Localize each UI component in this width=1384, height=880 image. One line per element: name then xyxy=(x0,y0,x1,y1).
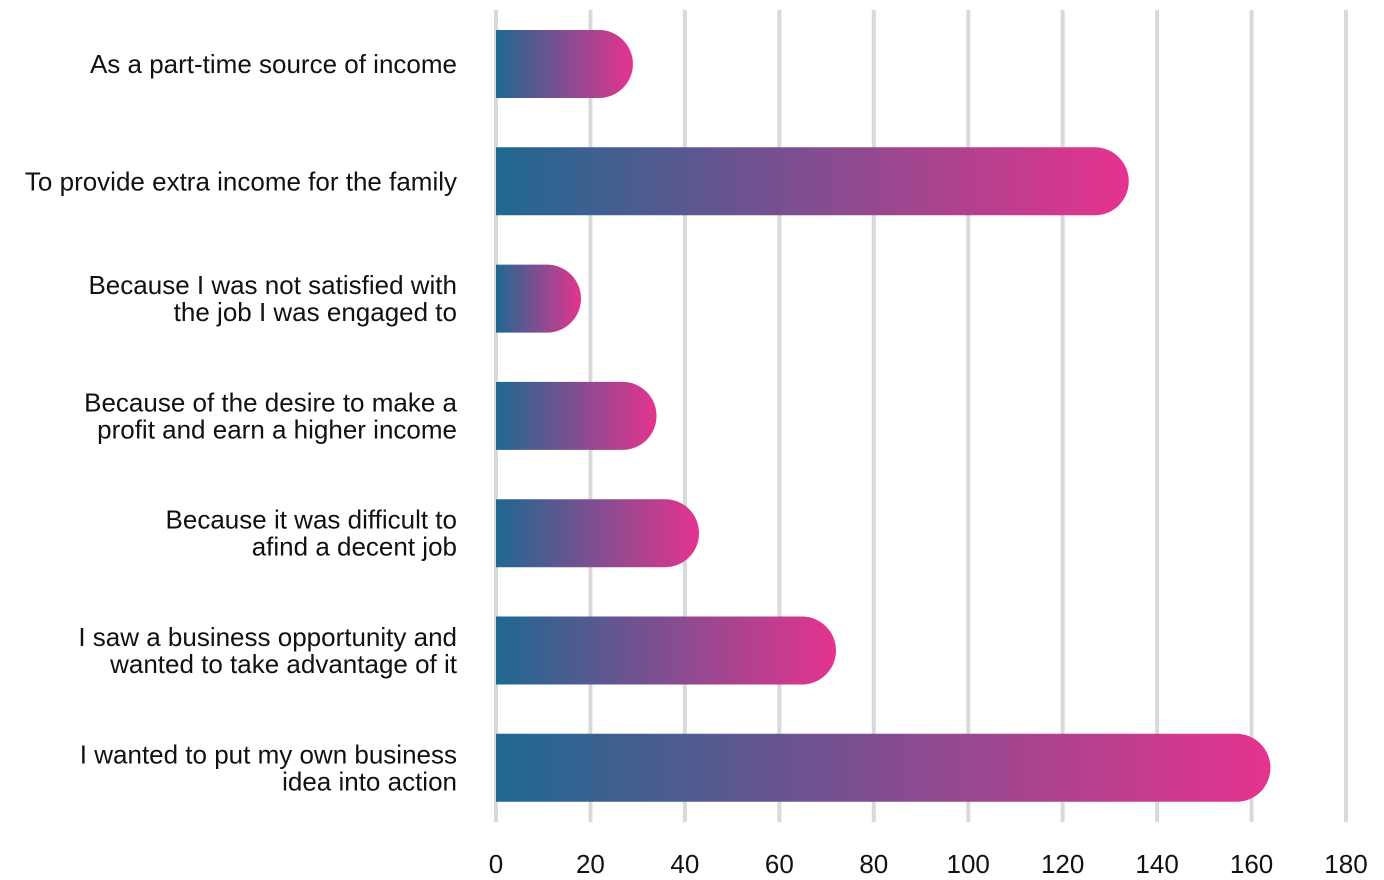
category-label: profit and earn a higher income xyxy=(97,414,457,444)
category-labels: As a part-time source of income To provid… xyxy=(25,49,458,796)
bar xyxy=(496,30,633,98)
gridlines xyxy=(494,10,1348,822)
bar xyxy=(496,381,657,450)
bar xyxy=(496,499,700,568)
x-tick-label: 20 xyxy=(576,849,605,879)
category-label: wanted to take advantage of it xyxy=(109,649,458,679)
category-label: I wanted to put my own business xyxy=(80,739,457,769)
category-label: the job I was engaged to xyxy=(174,297,457,327)
x-tick-label: 80 xyxy=(859,849,888,879)
bar xyxy=(496,733,1271,802)
x-tick-label: 120 xyxy=(1041,849,1084,879)
bars xyxy=(496,30,1271,802)
x-tick-label: 60 xyxy=(765,849,794,879)
category-label: idea into action xyxy=(282,766,457,796)
x-tick-label: 140 xyxy=(1135,849,1178,879)
category-label: Because it was difficult to xyxy=(166,505,457,535)
category-label: To provide extra income for the family xyxy=(25,166,457,196)
bar xyxy=(496,264,581,333)
category-label: As a part-time source of income xyxy=(90,49,457,79)
category-label: I saw a business opportunity and xyxy=(78,622,457,652)
x-tick-label: 40 xyxy=(670,849,699,879)
x-tick-label: 180 xyxy=(1324,849,1367,879)
x-tick-label: 0 xyxy=(489,849,503,879)
x-tick-label: 100 xyxy=(947,849,990,879)
category-label: afind a decent job xyxy=(252,532,457,562)
x-tick-label: 160 xyxy=(1230,849,1273,879)
category-label: Because I was not satisfied with xyxy=(88,270,457,300)
bar xyxy=(496,616,836,685)
category-label: Because of the desire to make a xyxy=(84,387,457,417)
bar xyxy=(496,147,1129,216)
x-axis-ticks: 0 20 40 60 80 100 120 140 160 180 xyxy=(489,849,1368,879)
